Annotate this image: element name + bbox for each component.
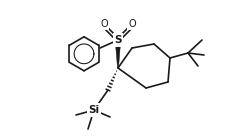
Text: O: O: [100, 19, 107, 29]
Text: Si: Si: [88, 105, 99, 115]
Text: S: S: [114, 35, 121, 45]
Polygon shape: [115, 40, 120, 68]
Text: O: O: [128, 19, 135, 29]
